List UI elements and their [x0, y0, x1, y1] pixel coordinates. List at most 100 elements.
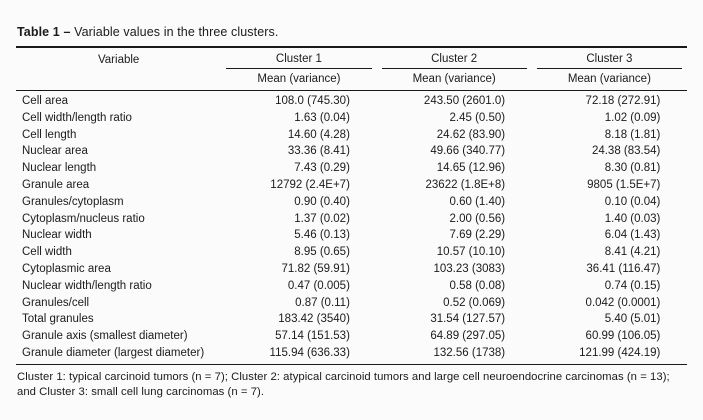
cluster3-cell: 1.02 (0.09): [532, 110, 687, 127]
cluster3-cell: 0.10 (0.04): [532, 194, 687, 211]
mean-variance-value: 60.99 (106.05): [585, 330, 661, 343]
cluster3-cell: 8.41 (4.21): [532, 244, 687, 261]
variable-cell: Total granules: [22, 313, 94, 326]
cluster3-header-label: Cluster 3: [536, 53, 682, 69]
mean-variance-value: 24.62 (83.90): [436, 128, 506, 141]
mean-variance-value: 0.87 (0.11): [295, 296, 350, 309]
mean-variance-value: 12792 (2.4E+7): [270, 178, 350, 191]
mean-variance-value: 8.30 (0.81): [604, 162, 661, 175]
cluster3-cell: 8.18 (1.81): [532, 127, 687, 144]
subheader-mean-variance-2: Mean (variance): [376, 69, 532, 91]
mean-variance-value: 108.0 (745.30): [275, 95, 350, 107]
table-row: Cell width 8.95 (0.65) 10.57 (10.10) 8.41 (…: [16, 244, 687, 261]
mean-variance-value: 8.95 (0.65): [294, 246, 350, 259]
column-header-cluster2: Cluster 2: [377, 47, 532, 69]
subheader-empty: [16, 69, 222, 91]
cluster2-cell: 14.65 (12.96): [377, 160, 532, 177]
cluster2-cell: 0.60 (1.40): [377, 194, 532, 211]
table-row: Nuclear width 5.46 (0.13) 7.69 (2.29) 6.04 …: [16, 227, 687, 244]
cluster1-cell: 7.43 (0.29): [221, 160, 376, 177]
variable-cell: Granule axis (smallest diameter): [22, 330, 188, 343]
mean-variance-value: 0.52 (0.069): [443, 296, 506, 309]
cluster2-cell: 0.52 (0.069): [377, 295, 532, 312]
mean-variance-value: 183.42 (3540): [278, 313, 350, 326]
mean-variance-value: 0.042 (0.0001): [585, 296, 661, 309]
variable-cell: Cytoplasm/nucleus ratio: [22, 212, 145, 225]
subheader-mean-variance-1: Mean (variance): [221, 69, 377, 91]
cluster1-cell: 183.42 (3540): [221, 311, 376, 328]
cluster1-cell: 71.82 (59.91): [221, 261, 376, 278]
caption-dash: –: [63, 25, 71, 39]
cluster3-cell: 36.41 (116.47): [532, 261, 687, 278]
mean-variance-value: 1.63 (0.04): [294, 111, 350, 124]
table-row: Granule axis (smallest diameter) 57.14 (1…: [16, 328, 687, 345]
mean-variance-value: 71.82 (59.91): [281, 262, 350, 275]
table-label: Table 1: [17, 25, 60, 39]
variable-cell: Granule diameter (largest diameter): [16, 344, 222, 365]
mean-variance-value: 243.50 (2601.0): [423, 95, 506, 107]
cluster1-cell: 8.95 (0.65): [221, 244, 376, 261]
cluster3-cell: 9805 (1.5E+7): [532, 177, 687, 194]
table-row: Cell width/length ratio 1.63 (0.04) 2.45 (…: [16, 110, 687, 127]
mean-variance-value: 7.69 (2.29): [449, 229, 506, 242]
mean-variance-value: 121.99 (424.19): [579, 346, 661, 359]
mean-variance-value: 57.14 (151.53): [275, 330, 350, 343]
mean-variance-value: 0.10 (0.04): [604, 195, 661, 208]
table-body: Cell area 108.0 (745.30) 243.50 (2601.0) 72…: [16, 91, 687, 365]
variable-cell: Nuclear area: [22, 145, 88, 158]
variable-cell: Granules/cell: [22, 296, 90, 309]
variable-cell: Cytoplasmic area: [22, 262, 111, 275]
mean-variance-value: 5.46 (0.13): [294, 229, 350, 242]
header-row-subheaders: Mean (variance) Mean (variance) Mean (va…: [16, 69, 687, 91]
mean-variance-value: 1.40 (0.03): [604, 212, 661, 225]
cluster2-cell: 0.58 (0.08): [377, 278, 532, 295]
mean-variance-value: 24.38 (83.54): [591, 145, 661, 158]
table-row: Cell area 108.0 (745.30) 243.50 (2601.0) 72…: [16, 91, 687, 110]
mean-variance-value: 49.66 (340.77): [430, 145, 506, 158]
cluster2-cell: 10.57 (10.10): [377, 244, 532, 261]
table-header: Variable Cluster 1 Cluster 2 Cluster 3 M…: [16, 47, 687, 91]
cluster3-cell: 0.74 (0.15): [532, 278, 687, 295]
mean-variance-value: 0.74 (0.15): [604, 279, 661, 292]
mean-variance-value: 0.58 (0.08): [449, 279, 506, 292]
table-footnote: Cluster 1: typical carcinoid tumors (n =…: [17, 370, 670, 398]
mean-variance-value: 132.56 (1738): [433, 346, 506, 359]
cluster1-cell: 14.60 (4.28): [221, 127, 376, 144]
cluster1-cell: 0.47 (0.005): [221, 278, 376, 295]
table-row: Cell length 14.60 (4.28) 24.62 (83.90) 8.18…: [16, 127, 687, 144]
mean-variance-value: 36.41 (116.47): [586, 262, 661, 275]
mean-variance-value: 0.90 (0.40): [294, 195, 350, 208]
cluster1-cell: 1.37 (0.02): [221, 211, 376, 228]
column-header-cluster1: Cluster 1: [221, 47, 376, 69]
cluster2-cell: 7.69 (2.29): [377, 227, 532, 244]
variable-cell: Nuclear length: [22, 162, 97, 175]
cluster1-cell: 1.63 (0.04): [221, 110, 376, 127]
mean-variance-value: 9805 (1.5E+7): [587, 178, 661, 191]
variable-cell: Nuclear width/length ratio: [22, 279, 152, 292]
mean-variance-value: 1.02 (0.09): [604, 111, 661, 124]
cluster2-cell: 49.66 (340.77): [377, 143, 532, 160]
table-row: Granule area 12792 (2.4E+7) 23622 (1.8E+8)…: [16, 177, 687, 194]
variable-cell: Nuclear width: [22, 229, 92, 242]
cluster2-cell: 243.50 (2601.0): [377, 91, 532, 110]
column-header-cluster3: Cluster 3: [532, 47, 687, 69]
mean-variance-value: 8.41 (4.21): [604, 246, 661, 259]
table-row: Total granules 183.42 (3540) 31.54 (127.57…: [16, 311, 687, 328]
cluster3-cell: 60.99 (106.05): [532, 328, 687, 345]
variable-cell: Cell width/length ratio: [22, 111, 132, 124]
mean-variance-value: 23622 (1.8E+8): [425, 178, 506, 191]
cluster1-cell: 5.46 (0.13): [221, 227, 376, 244]
table-row: Nuclear area 33.36 (8.41) 49.66 (340.77) 24…: [16, 143, 687, 160]
mean-variance-value: 5.40 (5.01): [604, 313, 661, 326]
mean-variance-value: 7.43 (0.29): [294, 162, 350, 175]
header-row-clusters: Variable Cluster 1 Cluster 2 Cluster 3: [16, 47, 687, 69]
mean-variance-value: 8.18 (1.81): [604, 128, 661, 141]
cluster2-cell: 103.23 (3083): [377, 261, 532, 278]
mean-variance-value: 103.23 (3083): [433, 262, 506, 275]
mean-variance-value: 6.04 (1.43): [604, 229, 661, 242]
mean-variance-value: 14.65 (12.96): [436, 162, 506, 175]
cluster3-cell: 24.38 (83.54): [532, 143, 687, 160]
cluster1-cell: 115.94 (636.33): [221, 344, 377, 365]
cluster2-cell: 2.00 (0.56): [377, 211, 532, 228]
